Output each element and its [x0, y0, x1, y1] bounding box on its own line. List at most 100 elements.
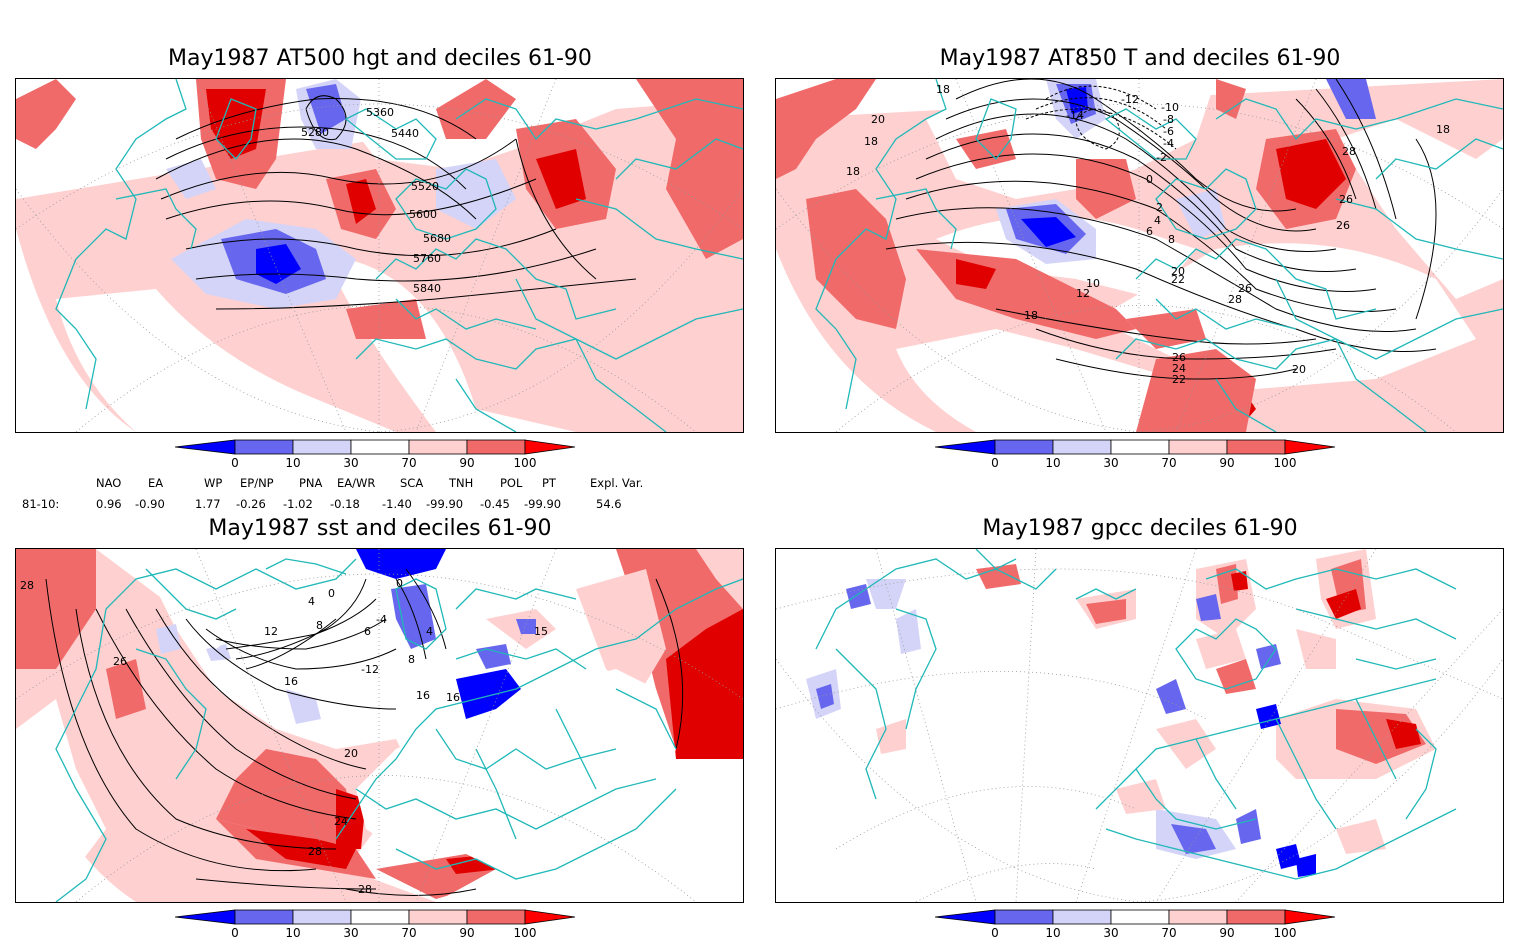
colorbar-segment [466, 439, 526, 455]
contour-label: 28 [358, 883, 372, 896]
contour-label: 12 [264, 625, 278, 638]
colorbar-segment [1110, 909, 1170, 925]
contour-label: 6 [364, 625, 371, 638]
colorbar-segment [1110, 439, 1170, 455]
contour-label: 5520 [411, 180, 439, 193]
colorbar-segment [934, 439, 996, 455]
contour-label: 5600 [409, 208, 437, 221]
contour-label: 20 [1292, 363, 1306, 376]
colorbar-segment [292, 909, 352, 925]
contour-label: 20 [1171, 265, 1185, 278]
index-value: 54.6 [596, 497, 622, 511]
colorbar-segment [174, 439, 236, 455]
colorbar-segment [1052, 909, 1112, 925]
panel-title-sst: May1987 sst and deciles 61-90 [208, 516, 552, 541]
colorbar-tick-label: 30 [1103, 926, 1118, 940]
index-value: 1.77 [195, 497, 221, 511]
index-header: WP [204, 476, 223, 490]
colorbar-segment [1168, 439, 1228, 455]
contour-label: -4 [376, 613, 387, 626]
contour-label: 0 [396, 577, 403, 590]
index-header: EP/NP [240, 476, 274, 490]
panel-title-at850: May1987 AT850 T and deciles 61-90 [939, 46, 1341, 71]
index-header: PT [542, 476, 556, 490]
colorbar-segment [994, 909, 1054, 925]
land-area [356, 669, 676, 902]
panel-title-at500: May1987 AT500 hgt and deciles 61-90 [168, 46, 592, 71]
decile-shade-red [16, 79, 76, 149]
colorbar-tick-label: 30 [343, 456, 358, 470]
contour-label: 22 [1171, 273, 1185, 286]
colorbar-tick-label: 70 [1161, 456, 1176, 470]
index-value: -0.18 [330, 497, 360, 511]
indices-header-row: NAO EA WP EP/NP PNA EA/WR SCA TNH POL PT… [0, 476, 760, 492]
contour-label: 15 [534, 625, 548, 638]
colorbar-segment [1284, 909, 1336, 925]
colorbar-tick-label: 10 [285, 456, 300, 470]
colorbar-top-right: 0 10 30 70 90 100 [934, 438, 1347, 474]
contour-label: 5360 [366, 106, 394, 119]
colorbar-tick-label: 70 [401, 456, 416, 470]
index-header: TNH [449, 476, 474, 490]
contour-label: 26 [1339, 193, 1353, 206]
colorbar-segment [1052, 439, 1112, 455]
index-value: -0.26 [236, 497, 266, 511]
contour-label: -10 [1161, 101, 1179, 114]
index-header: NAO [96, 476, 122, 490]
colorbar-tick-label: 10 [1045, 456, 1060, 470]
contour-label: 8 [316, 619, 323, 632]
colorbar-tick-label: 10 [285, 926, 300, 940]
contour-label: 16 [284, 675, 298, 688]
colorbar-segment [174, 909, 236, 925]
contour-label: 20 [344, 747, 358, 760]
contour-label: -14 [1066, 109, 1084, 122]
colorbar-tick-label: 90 [1219, 926, 1234, 940]
map-panel-sst: 28 26 0 0 4 12 8 6 -4 4 8 16 16 -12 20 2… [15, 548, 744, 903]
index-value: 0.96 [96, 497, 122, 511]
colorbar-bottom-left: 0 10 30 70 90 100 [174, 908, 587, 944]
colorbar-segment [466, 909, 526, 925]
colorbar-tick-label: 90 [1219, 456, 1234, 470]
contour-label: 16 [446, 691, 460, 704]
colorbar-tick-label: 0 [991, 926, 999, 940]
colorbar-tick-label: 30 [1103, 456, 1118, 470]
contour-label: 26 [113, 655, 127, 668]
colorbar-top-left: 0 10 30 70 90 100 [174, 438, 587, 474]
contour-label: 2 [1156, 201, 1163, 214]
contour-label: 5760 [413, 252, 441, 265]
colorbar-segment [350, 909, 410, 925]
contour-label: 28 [20, 579, 34, 592]
index-value: -99.90 [524, 497, 562, 511]
contour-label: 12 [1076, 287, 1090, 300]
index-header: SCA [400, 476, 424, 490]
contour-label: 20 [871, 113, 885, 126]
contour-label: 18 [864, 135, 878, 148]
contour-label: 18 [846, 165, 860, 178]
index-header: Expl. Var. [590, 476, 644, 490]
contour-label: -2 [1156, 151, 1167, 164]
contour-label: 4 [426, 625, 433, 638]
colorbar-segment [408, 439, 468, 455]
contour-label: 22 [1172, 373, 1186, 386]
colorbar-tick-label: 90 [459, 456, 474, 470]
index-value: -0.90 [135, 497, 165, 511]
index-value: -0.45 [480, 497, 510, 511]
contour-label: 4 [1154, 214, 1161, 227]
index-row-label: 81-10: [22, 497, 60, 511]
contour-label: 10 [1086, 277, 1100, 290]
contour-label: 8 [408, 653, 415, 666]
contour-label: 26 [1336, 219, 1350, 232]
contour-label: -12 [1121, 93, 1139, 106]
colorbar-segment [234, 909, 294, 925]
contour-label: 24 [1172, 362, 1186, 375]
colorbar-segment [524, 439, 576, 455]
index-header: POL [500, 476, 523, 490]
colorbar-tick-label: 100 [514, 926, 537, 940]
contour-label: 5280 [301, 126, 329, 139]
colorbar-segment [994, 439, 1054, 455]
contour-label: 0 [328, 587, 335, 600]
indices-value-row: 81-10: 0.96 -0.90 1.77 -0.26 -1.02 -0.18… [0, 497, 760, 513]
colorbar-segment [1226, 909, 1286, 925]
contour-label: 28 [1342, 145, 1356, 158]
colorbar-segment [1226, 439, 1286, 455]
